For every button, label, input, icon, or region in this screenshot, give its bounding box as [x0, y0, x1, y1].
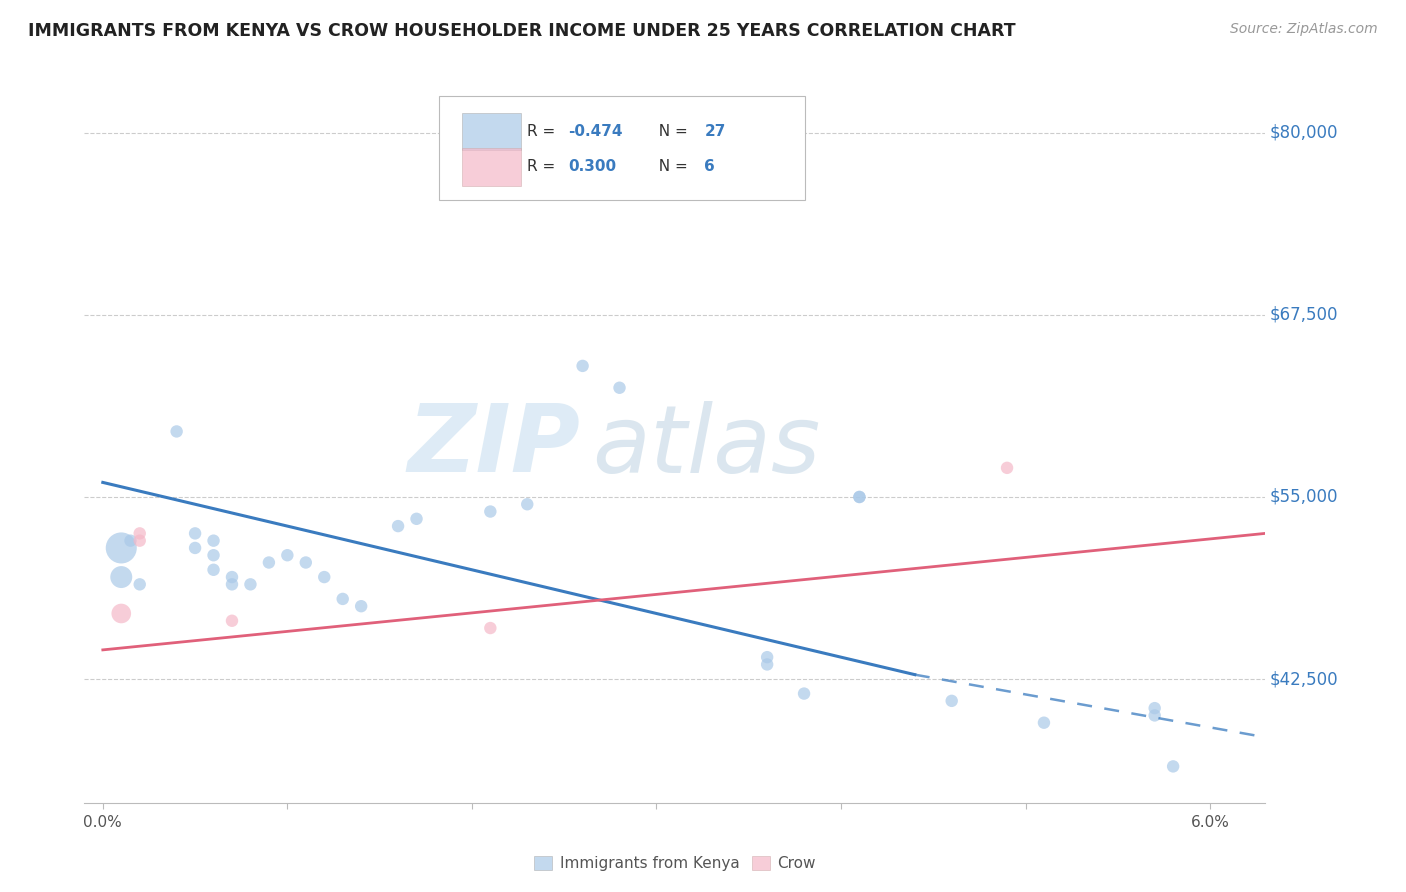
Point: [257, 556, 280, 570]
Point: [184, 541, 207, 555]
Text: Source: ZipAtlas.com: Source: ZipAtlas.com: [1230, 22, 1378, 37]
Text: ZIP: ZIP: [408, 400, 581, 492]
Text: $42,500: $42,500: [1270, 670, 1339, 688]
FancyBboxPatch shape: [439, 96, 804, 200]
Point: [941, 694, 963, 708]
Text: N =: N =: [650, 124, 693, 139]
Point: [1143, 701, 1166, 715]
Point: [756, 657, 779, 672]
Point: [756, 650, 779, 665]
Text: $67,500: $67,500: [1270, 306, 1339, 324]
Point: [202, 548, 225, 562]
Text: 6: 6: [704, 160, 716, 175]
Text: 0.300: 0.300: [568, 160, 617, 175]
Point: [128, 577, 150, 591]
Point: [202, 533, 225, 548]
Point: [516, 497, 538, 511]
FancyBboxPatch shape: [463, 148, 522, 186]
Point: [184, 526, 207, 541]
Point: [332, 591, 354, 606]
Point: [128, 526, 150, 541]
Point: [128, 533, 150, 548]
Point: [350, 599, 373, 614]
Point: [479, 621, 502, 635]
Point: [995, 460, 1018, 475]
Legend: Immigrants from Kenya, Crow: Immigrants from Kenya, Crow: [527, 850, 823, 877]
FancyBboxPatch shape: [463, 112, 522, 150]
Point: [120, 533, 142, 548]
Text: N =: N =: [650, 160, 693, 175]
Point: [221, 577, 243, 591]
Point: [314, 570, 336, 584]
Point: [479, 504, 502, 518]
Text: -0.474: -0.474: [568, 124, 623, 139]
Point: [571, 359, 593, 373]
Text: atlas: atlas: [592, 401, 821, 491]
Point: [276, 548, 298, 562]
Point: [848, 490, 870, 504]
Text: $55,000: $55,000: [1270, 488, 1339, 506]
Text: R =: R =: [527, 160, 561, 175]
Text: IMMIGRANTS FROM KENYA VS CROW HOUSEHOLDER INCOME UNDER 25 YEARS CORRELATION CHAR: IMMIGRANTS FROM KENYA VS CROW HOUSEHOLDE…: [28, 22, 1015, 40]
Point: [110, 607, 132, 621]
Point: [387, 519, 409, 533]
Point: [1161, 759, 1184, 773]
Point: [793, 687, 815, 701]
Point: [609, 381, 631, 395]
Point: [1032, 715, 1054, 730]
Point: [848, 490, 870, 504]
Point: [405, 512, 427, 526]
Text: R =: R =: [527, 124, 561, 139]
Point: [110, 570, 132, 584]
Point: [221, 570, 243, 584]
Point: [294, 556, 316, 570]
Point: [221, 614, 243, 628]
Point: [110, 541, 132, 555]
Point: [166, 425, 188, 439]
Text: $80,000: $80,000: [1270, 124, 1339, 142]
Point: [239, 577, 262, 591]
Point: [202, 563, 225, 577]
Text: 27: 27: [704, 124, 725, 139]
Point: [1143, 708, 1166, 723]
